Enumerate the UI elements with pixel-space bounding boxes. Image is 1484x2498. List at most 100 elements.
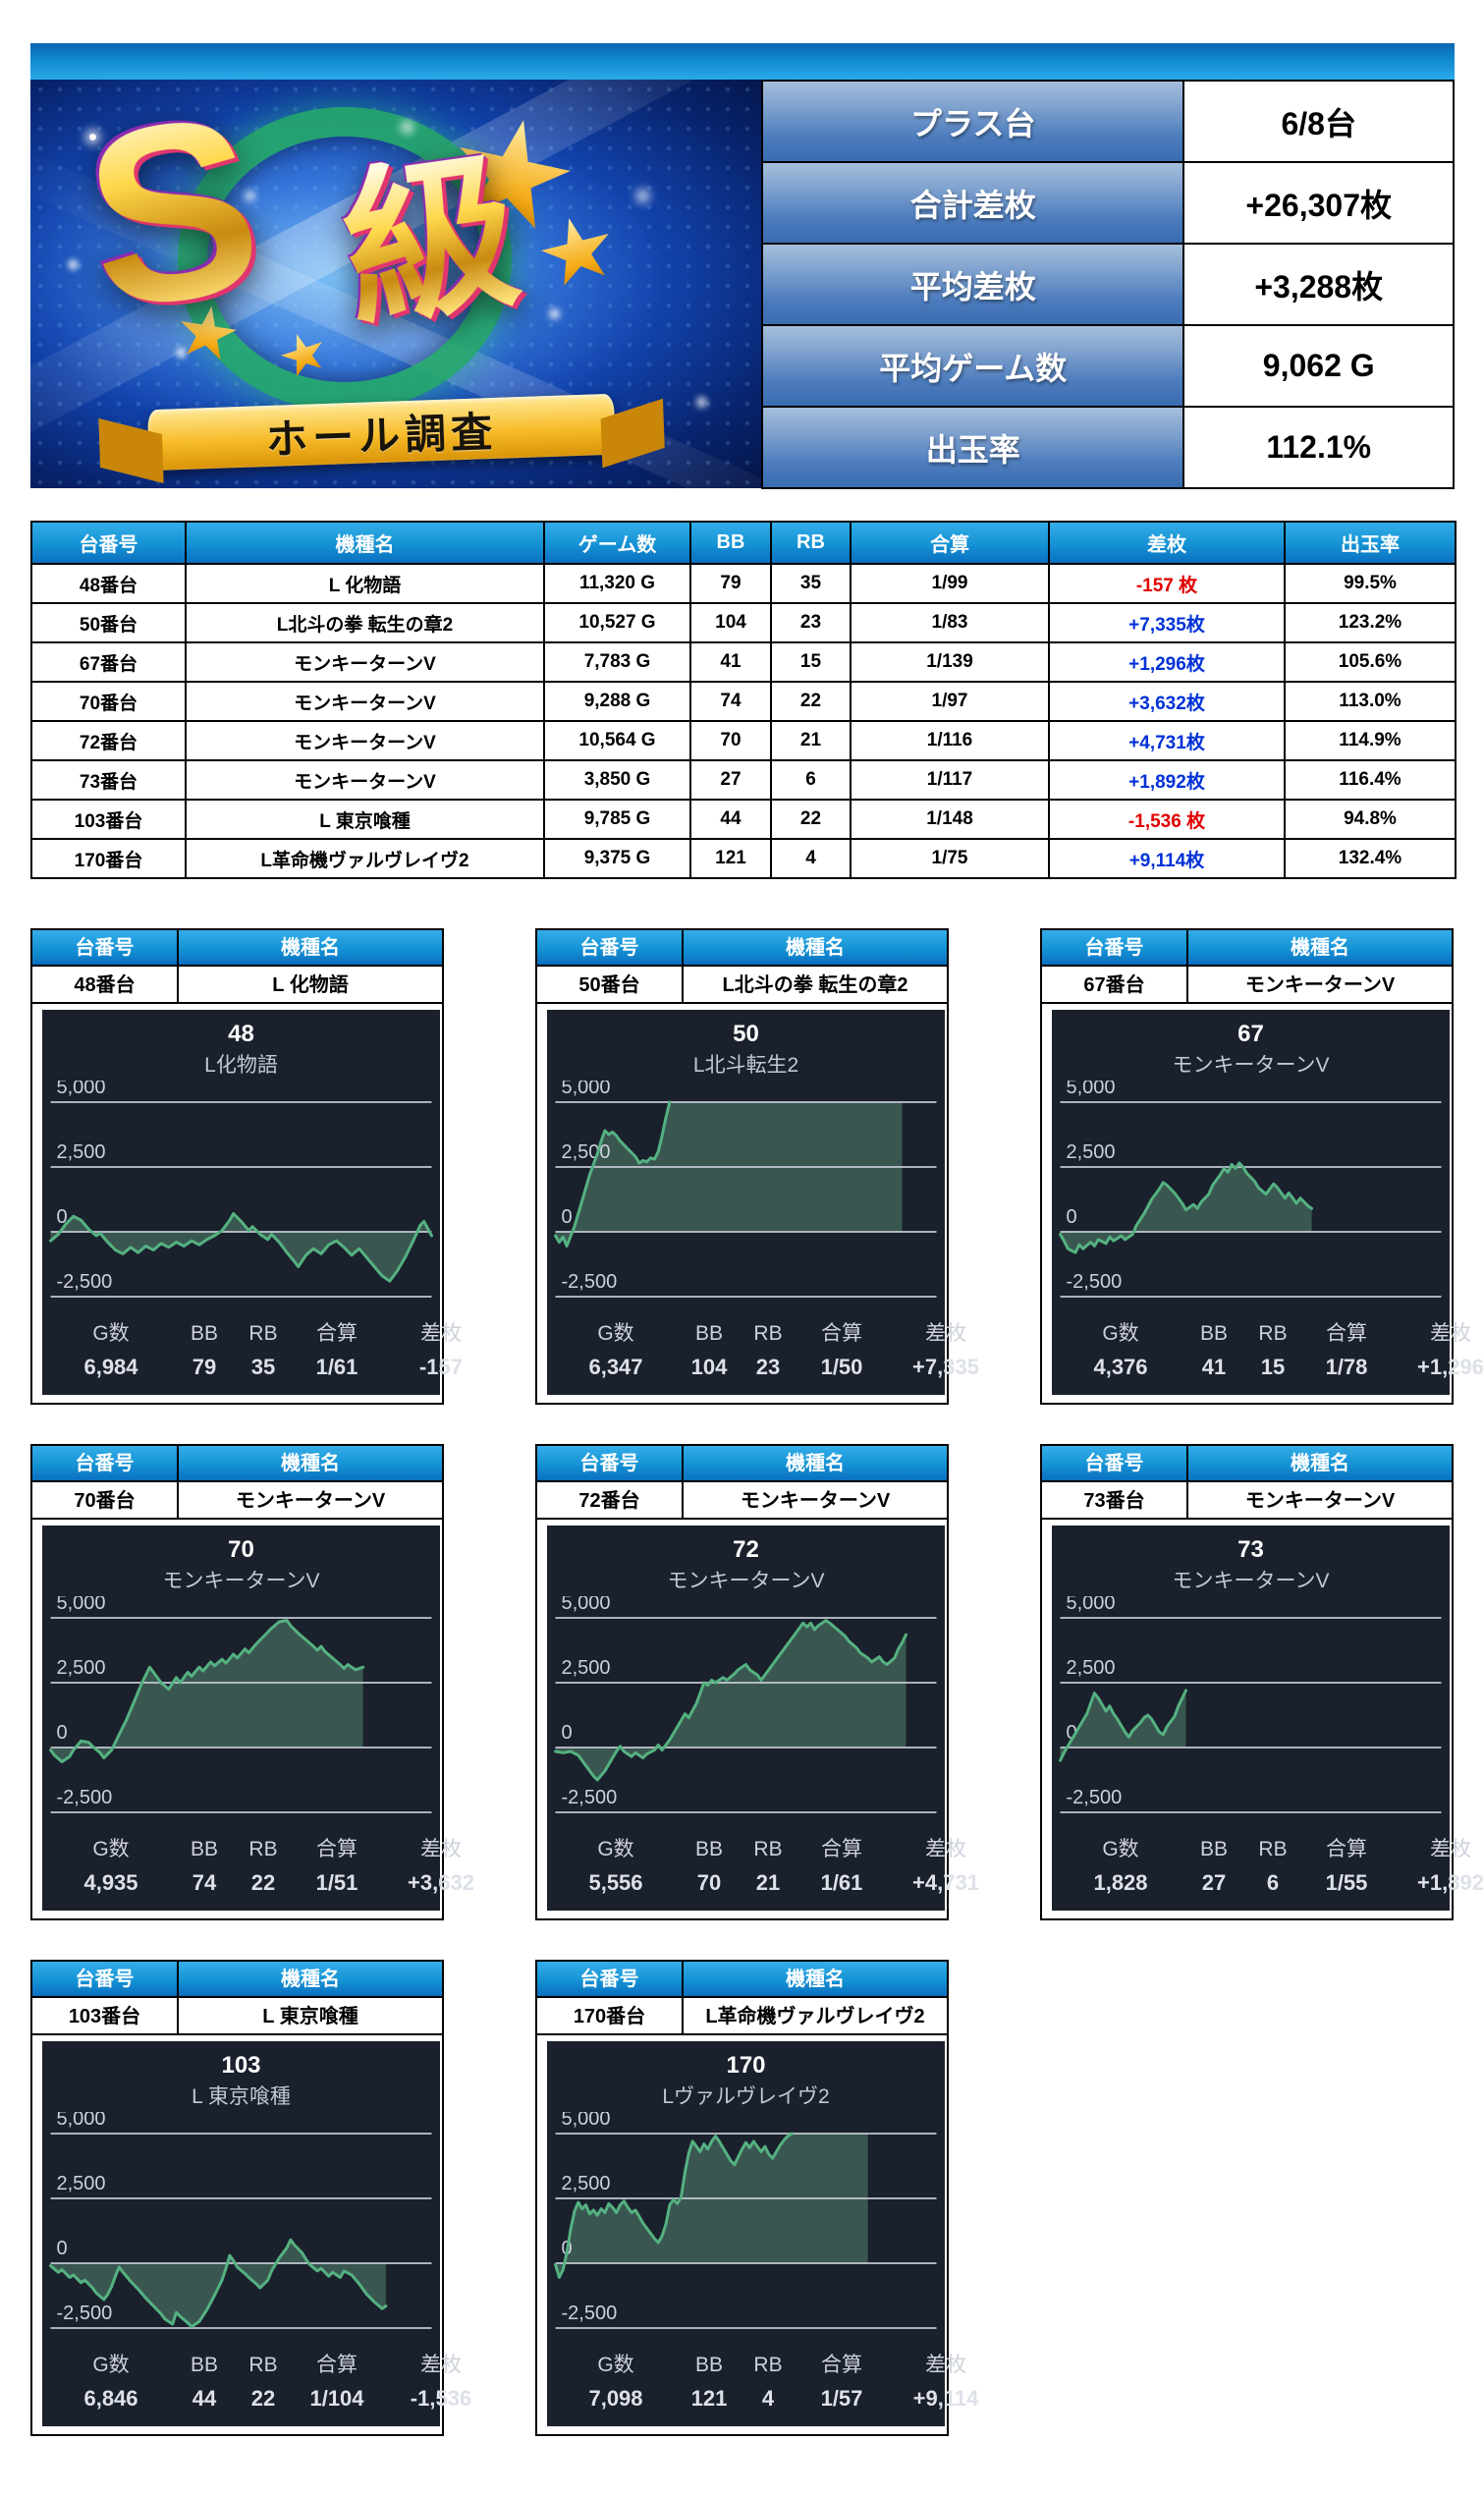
cell-rb: 23 (770, 602, 852, 643)
slump-line (1059, 1689, 1187, 1762)
panel-stats: G数 BB RB 合算 差枚 6,347 104 23 1/50 +7,335 (547, 1318, 978, 1385)
panel-stats-value: 104 (690, 1355, 728, 1379)
column-header: 差枚 (1048, 521, 1286, 565)
y-axis-tick-label: 5,000 (1067, 1081, 1116, 1098)
panel-stats-header: G数 (597, 2354, 634, 2376)
machine-card-id-row: 50番台 L北斗の拳 転生の章2 (537, 967, 947, 1004)
cell-games: 3,850 G (543, 759, 691, 801)
y-axis-tick-label: 2,500 (1067, 1657, 1116, 1679)
cell-games: 7,783 G (543, 641, 691, 683)
panel-machine-number: 67 (1237, 1021, 1264, 1047)
rank-kanji-kyu: 級 (332, 135, 529, 350)
cell-rb: 35 (770, 563, 852, 604)
table-row: 73番台 モンキーターンV 3,850 G 27 6 1/117 +1,892枚 116.4% (30, 759, 1457, 801)
cell-payout-rate: 113.0% (1284, 681, 1457, 722)
sparkle-decoration (89, 134, 96, 140)
cell-combined-rate: 1/97 (850, 681, 1050, 722)
panel-stats-header: 差枚 (925, 2354, 966, 2376)
banner: S 級 ホール調査 プラス台 6/8台 合計差枚 +26,307枚 平均差枚 +3,288… (30, 43, 1455, 489)
banner-stats-table: プラス台 6/8台 合計差枚 +26,307枚 平均差枚 +3,288枚 平均ゲーム数 9,0… (760, 80, 1455, 489)
card-header-model-label: 機種名 (684, 930, 947, 967)
slump-area-fill (555, 1620, 907, 1780)
panel-machine-name: L化物語 (204, 1054, 278, 1077)
y-axis-tick-label: 5,000 (562, 1081, 611, 1098)
panel-stats-values-row: 7,098 121 4 1/57 +9,114 (553, 2381, 978, 2416)
panel-machine-name: L 東京喰種 (192, 2085, 291, 2108)
panel-stats-values-row: 6,846 44 22 1/104 -1,536 (48, 2381, 471, 2416)
panel-stats-header: G数 (92, 2354, 130, 2376)
panel-stats: G数 BB RB 合算 差枚 1,828 27 6 1/55 +1,892 (1052, 1834, 1483, 1901)
cell-games: 10,564 G (543, 720, 691, 761)
panel-stats-value: +1,296 (1417, 1355, 1484, 1379)
y-axis-tick-label: 5,000 (57, 1081, 106, 1098)
panel-stats-value: 1/57 (820, 2386, 863, 2411)
panel-stats-values-row: 6,984 79 35 1/61 -157 (48, 1350, 463, 1385)
machine-card-header: 台番号 機種名 (537, 1446, 947, 1482)
machine-card-id-row: 48番台 L 化物語 (32, 967, 442, 1004)
cell-games: 10,527 G (543, 602, 691, 643)
panel-stats-value: 41 (1201, 1355, 1227, 1379)
card-header-model-label: 機種名 (179, 1446, 442, 1482)
panel-stats-header: 合算 (316, 2354, 357, 2376)
panel-stats-value: 22 (250, 2386, 276, 2411)
card-unit-number: 73番台 (1042, 1482, 1188, 1520)
machine-card-header: 台番号 機種名 (32, 930, 442, 967)
cell-diff-medals: +1,296枚 (1048, 641, 1286, 683)
panel-stats-header: 差枚 (1430, 1322, 1471, 1345)
cell-bb: 41 (689, 641, 772, 683)
cell-diff-medals: +9,114枚 (1048, 838, 1286, 879)
panel-stats-value: 7,098 (588, 2386, 643, 2411)
cell-games: 9,288 G (543, 681, 691, 722)
panel-stats-header: 合算 (1326, 1322, 1367, 1345)
panel-stats: G数 BB RB 合算 差枚 4,935 74 22 1/51 +3,632 (42, 1834, 473, 1901)
banner-stat-value: 6/8台 (1182, 80, 1455, 163)
slump-line (554, 2132, 794, 2279)
y-axis-tick-label: 2,500 (57, 1657, 106, 1679)
column-header: 機種名 (185, 521, 545, 565)
panel-stats-value: 1/61 (315, 1355, 358, 1379)
banner-top-strip (30, 43, 1455, 80)
banner-stat-label: 合計差枚 (760, 161, 1185, 245)
cell-payout-rate: 132.4% (1284, 838, 1457, 879)
panel-stats: G数 BB RB 合算 差枚 5,556 70 21 1/61 +4,731 (547, 1834, 978, 1901)
machine-card-id-row: 103番台 L 東京喰種 (32, 1998, 442, 2035)
panel-stats-value: 27 (1201, 1870, 1227, 1895)
banner-stat-row: 平均差枚 +3,288枚 (760, 243, 1455, 326)
panel-stats-header: BB (1199, 1322, 1228, 1345)
panel-stats-value: 1/104 (309, 2386, 364, 2411)
cell-diff-medals: -157 枚 (1048, 563, 1286, 604)
machine-results-header-row: 台番号 機種名 ゲーム数 BB RB 合算 差枚 出玉率 (30, 521, 1457, 565)
panel-stats-value: 79 (192, 1355, 217, 1379)
banner-stat-value: +26,307枚 (1182, 161, 1455, 245)
y-axis-tick-label: 2,500 (562, 1141, 611, 1163)
banner-stat-label: 平均ゲーム数 (760, 324, 1185, 408)
panel-stats-value: 1,828 (1093, 1870, 1148, 1895)
y-axis-tick-label: 0 (57, 1206, 68, 1228)
column-header: 台番号 (30, 521, 187, 565)
panel-stats-header: 合算 (316, 1838, 357, 1860)
slump-line (49, 2238, 388, 2329)
table-row: 170番台 L革命機ヴァルヴレイヴ2 9,375 G 121 4 1/75 +9,114枚 1… (30, 838, 1457, 879)
cell-bb: 27 (689, 759, 772, 801)
panel-stats: G数 BB RB 合算 差枚 6,846 44 22 1/104 -1,536 (42, 2350, 471, 2416)
machine-card-header: 台番号 機種名 (1042, 1446, 1452, 1482)
banner-stat-row: 平均ゲーム数 9,062 G (760, 324, 1455, 408)
panel-stats-header: G数 (92, 1322, 130, 1345)
card-unit-number: 48番台 (32, 967, 179, 1004)
y-axis-tick-label: -2,500 (57, 2303, 113, 2324)
cell-rb: 22 (770, 681, 852, 722)
panel-stats-header-row: G数 BB RB 合算 差枚 (48, 1318, 462, 1350)
card-header-model-label: 機種名 (1188, 930, 1452, 967)
panel-stats-header: 差枚 (1430, 1838, 1471, 1860)
cell-combined-rate: 1/83 (850, 602, 1050, 643)
machine-card-header: 台番号 機種名 (32, 1446, 442, 1482)
card-header-unit-label: 台番号 (537, 930, 684, 967)
slump-area-fill (50, 2240, 386, 2327)
panel-stats: G数 BB RB 合算 差枚 4,376 41 15 1/78 +1,296 (1052, 1318, 1483, 1385)
card-unit-number: 170番台 (537, 1998, 684, 2035)
column-header: RB (770, 521, 852, 565)
cell-rb: 21 (770, 720, 852, 761)
slump-panel: 103 L 東京喰種 5,000 2,500 0 -2,500 G数 BB RB 合算 差枚 6,84… (42, 2041, 471, 2426)
card-header-unit-label: 台番号 (1042, 1446, 1188, 1482)
panel-machine-name: モンキーターンV (1172, 1054, 1330, 1077)
